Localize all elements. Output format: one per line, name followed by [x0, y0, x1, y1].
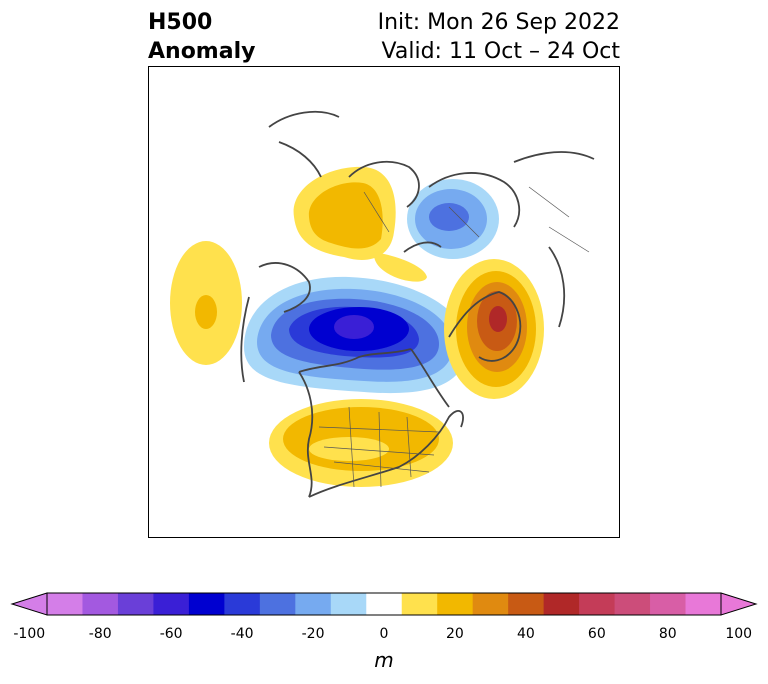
colorbar-tick-label: -60: [159, 626, 183, 642]
colorbar-bin: [614, 593, 651, 615]
anomaly-map: [148, 66, 620, 538]
colorbar-bin: [224, 593, 261, 615]
colorbar: [10, 592, 758, 616]
colorbar-max-arrow: [720, 592, 758, 616]
state-borders: [318, 186, 590, 488]
coastlines: [240, 110, 595, 498]
colorbar-tick-label: -20: [301, 626, 325, 642]
valid-range: Valid: 11 Oct – 24 Oct: [381, 39, 620, 64]
colorbar-bin: [153, 593, 190, 615]
colorbar-tick-label: -40: [230, 626, 254, 642]
colorbar-frame: [46, 592, 722, 616]
colorbar-tick-label: -80: [88, 626, 112, 642]
anomaly-barents-trough: [407, 179, 499, 259]
colorbar-bin: [82, 593, 119, 615]
colorbar-tick-label: -100: [13, 626, 46, 642]
colorbar-bin: [366, 593, 403, 615]
colorbar-bin: [47, 593, 83, 615]
colorbar-bin: [472, 593, 509, 615]
anomaly-siberia-ridge: [293, 166, 427, 282]
colorbar-bin: [259, 593, 296, 615]
map-canvas: [170, 110, 595, 498]
colorbar-bin: [295, 593, 332, 615]
anomaly-us-ridge: [269, 399, 453, 487]
colorbar-bin: [685, 593, 722, 615]
colorbar-bin: [401, 593, 438, 615]
anomaly-alaska-trough: [244, 276, 468, 394]
colorbar-bin: [543, 593, 580, 615]
anomaly-baffin-ridge: [444, 259, 544, 399]
init-date: Init: Mon 26 Sep 2022: [377, 10, 620, 35]
colorbar-tick-label: 100: [725, 626, 753, 642]
colorbar-tick-label: 0: [379, 626, 389, 642]
colorbar-bin: [188, 593, 225, 615]
map-dates: Init: Mon 26 Sep 2022 Valid: 11 Oct – 24…: [378, 8, 620, 66]
colorbar-tick-label: 20: [446, 626, 464, 642]
colorbar-bin: [579, 593, 616, 615]
colorbar-tick-label: 60: [587, 626, 606, 642]
anomaly-pacific-ridge: [170, 241, 242, 365]
colorbar-bin: [508, 593, 545, 615]
colorbar-tick-label: 40: [516, 626, 535, 642]
colorbar-min-arrow: [10, 592, 48, 616]
colorbar-bin: [650, 593, 687, 615]
variable-label: H500: [148, 10, 213, 35]
colorbar-bin: [117, 593, 154, 615]
colorbar-bin: [437, 593, 474, 615]
colorbar-unit: m: [374, 648, 394, 672]
colorbar-bin: [330, 593, 367, 615]
map-title: H500 Anomaly: [148, 8, 255, 66]
colorbar-tick-label: 80: [658, 626, 677, 642]
anomaly-label: Anomaly: [148, 39, 256, 64]
